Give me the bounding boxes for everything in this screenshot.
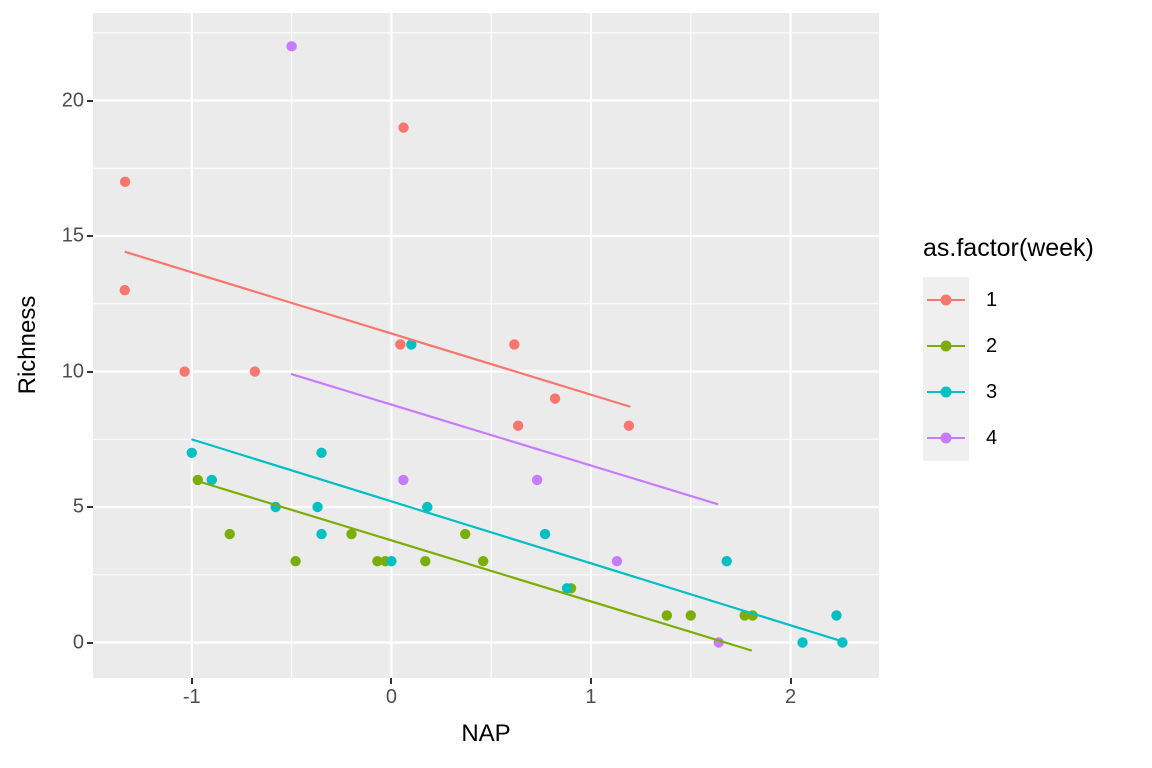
y-tick-mark	[87, 370, 93, 373]
data-point-week-4	[611, 556, 623, 567]
x-axis-title: NAP	[461, 720, 511, 747]
data-point-week-3	[186, 447, 197, 459]
y-tick-mark	[87, 641, 93, 644]
legend-point-icon	[940, 340, 952, 352]
data-point-week-3	[422, 501, 433, 513]
data-point-week-2	[192, 474, 203, 486]
data-point-week-3	[386, 556, 397, 567]
data-point-week-2	[290, 556, 301, 567]
legend-point-icon	[940, 294, 952, 306]
data-point-week-1	[623, 420, 635, 431]
x-tick-label: 1	[585, 686, 597, 708]
data-point-week-3	[316, 528, 327, 540]
data-point-week-2	[661, 610, 673, 621]
legend-key	[923, 369, 969, 415]
x-tick-label: 2	[785, 686, 797, 708]
data-point-week-1	[549, 393, 561, 404]
data-point-week-3	[797, 637, 808, 648]
y-tick-mark	[87, 506, 93, 508]
data-point-week-1	[512, 420, 524, 431]
data-point-week-3	[312, 501, 323, 513]
y-tick-label: 20	[61, 89, 84, 112]
data-point-week-3	[721, 556, 732, 567]
legend-key	[923, 415, 969, 461]
data-point-week-2	[685, 610, 696, 621]
x-tick-label: 0	[385, 686, 397, 708]
legend-item: 2	[923, 323, 1094, 369]
data-point-week-2	[224, 528, 235, 540]
data-point-week-1	[119, 285, 130, 296]
legend-item: 4	[923, 415, 1094, 461]
data-point-week-1	[179, 366, 190, 377]
data-point-week-1	[509, 339, 520, 350]
trend-line-week-2	[196, 479, 753, 652]
trend-line-week-1	[124, 250, 631, 408]
x-tick-mark	[190, 678, 193, 684]
data-point-week-3	[561, 583, 573, 594]
y-axis-title: Richness	[14, 295, 41, 395]
chart-canvas	[93, 13, 879, 678]
data-point-week-1	[398, 122, 409, 133]
legend-item-label: 2	[986, 334, 998, 357]
data-point-week-2	[420, 556, 431, 567]
data-point-week-3	[539, 528, 551, 540]
legend-item: 1	[923, 277, 1094, 323]
x-tick-label: -1	[182, 686, 201, 708]
y-tick-label: 10	[61, 360, 84, 382]
legend: as.factor(week) 1 2 3 4	[923, 234, 1094, 461]
data-point-week-3	[837, 637, 848, 648]
x-tick-mark	[789, 678, 792, 684]
data-point-week-1	[249, 366, 261, 377]
plot-panel	[93, 13, 879, 678]
x-tick-mark	[390, 678, 393, 684]
data-point-week-3	[406, 339, 417, 350]
legend-point-icon	[940, 386, 952, 398]
legend-key	[923, 277, 969, 323]
data-point-week-4	[286, 41, 297, 52]
legend-title: as.factor(week)	[923, 234, 1094, 262]
y-tick-label: 0	[72, 631, 84, 653]
legend-key	[923, 323, 969, 369]
trend-line-week-3	[191, 438, 843, 643]
y-tick-label: 15	[61, 224, 84, 247]
data-point-week-4	[531, 474, 543, 486]
y-tick-mark	[87, 99, 93, 102]
data-point-week-1	[119, 176, 131, 188]
legend-point-icon	[940, 432, 952, 444]
data-point-week-3	[316, 447, 327, 459]
data-point-week-3	[206, 474, 217, 486]
y-tick-mark	[87, 235, 93, 238]
data-point-week-2	[346, 528, 357, 540]
data-point-week-2	[460, 528, 471, 540]
legend-item-label: 3	[986, 380, 998, 403]
x-tick-mark	[589, 678, 592, 684]
legend-item-label: 1	[986, 288, 998, 311]
data-point-week-3	[831, 610, 842, 621]
y-tick-label: 5	[72, 495, 84, 518]
data-point-week-1	[395, 339, 406, 350]
data-point-week-2	[372, 556, 383, 567]
legend-item-label: 4	[986, 426, 998, 449]
legend-item: 3	[923, 369, 1094, 415]
trend-line-week-4	[290, 372, 719, 506]
data-point-week-4	[398, 474, 409, 486]
data-point-week-2	[478, 556, 489, 567]
legend-items: 1 2 3 4	[923, 277, 1094, 461]
